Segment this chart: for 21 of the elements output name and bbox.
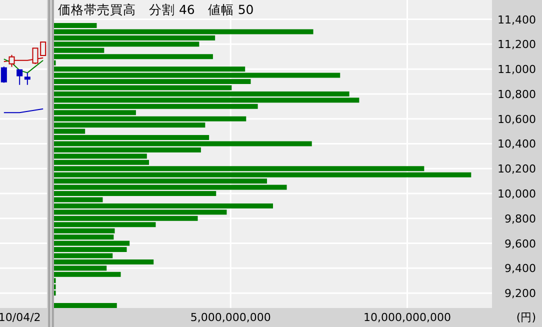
x-tick-label: 10/04/2 xyxy=(0,311,41,324)
y-tick-label: 9,600 xyxy=(504,237,536,250)
candlestick xyxy=(0,66,7,84)
candlestick xyxy=(16,69,23,86)
y-tick-label: 10,200 xyxy=(498,162,536,176)
y-tick-label: 9,400 xyxy=(504,262,536,276)
x-axis-title: (円) xyxy=(516,311,536,324)
y-tick-label: 9,800 xyxy=(504,212,536,226)
y-tick-label: 10,600 xyxy=(498,112,536,126)
bar xyxy=(54,303,117,308)
y-tick-label: 11,400 xyxy=(498,13,536,26)
y-tick-label: 11,000 xyxy=(498,63,536,76)
y-tick-label: 10,400 xyxy=(498,138,536,151)
y-tick-label: 11,200 xyxy=(498,38,536,52)
candlestick xyxy=(24,72,30,86)
x-tick-label: 10,000,000,000 xyxy=(363,311,451,324)
y-tick-label: 10,000 xyxy=(498,188,536,201)
y-tick-label: 10,800 xyxy=(498,88,536,101)
x-tick-label: 5,000,000,000 xyxy=(190,311,271,324)
chart-title: 価格帯売買高 分割 46 値幅 50 xyxy=(58,2,254,17)
y-tick-label: 9,200 xyxy=(504,287,536,300)
